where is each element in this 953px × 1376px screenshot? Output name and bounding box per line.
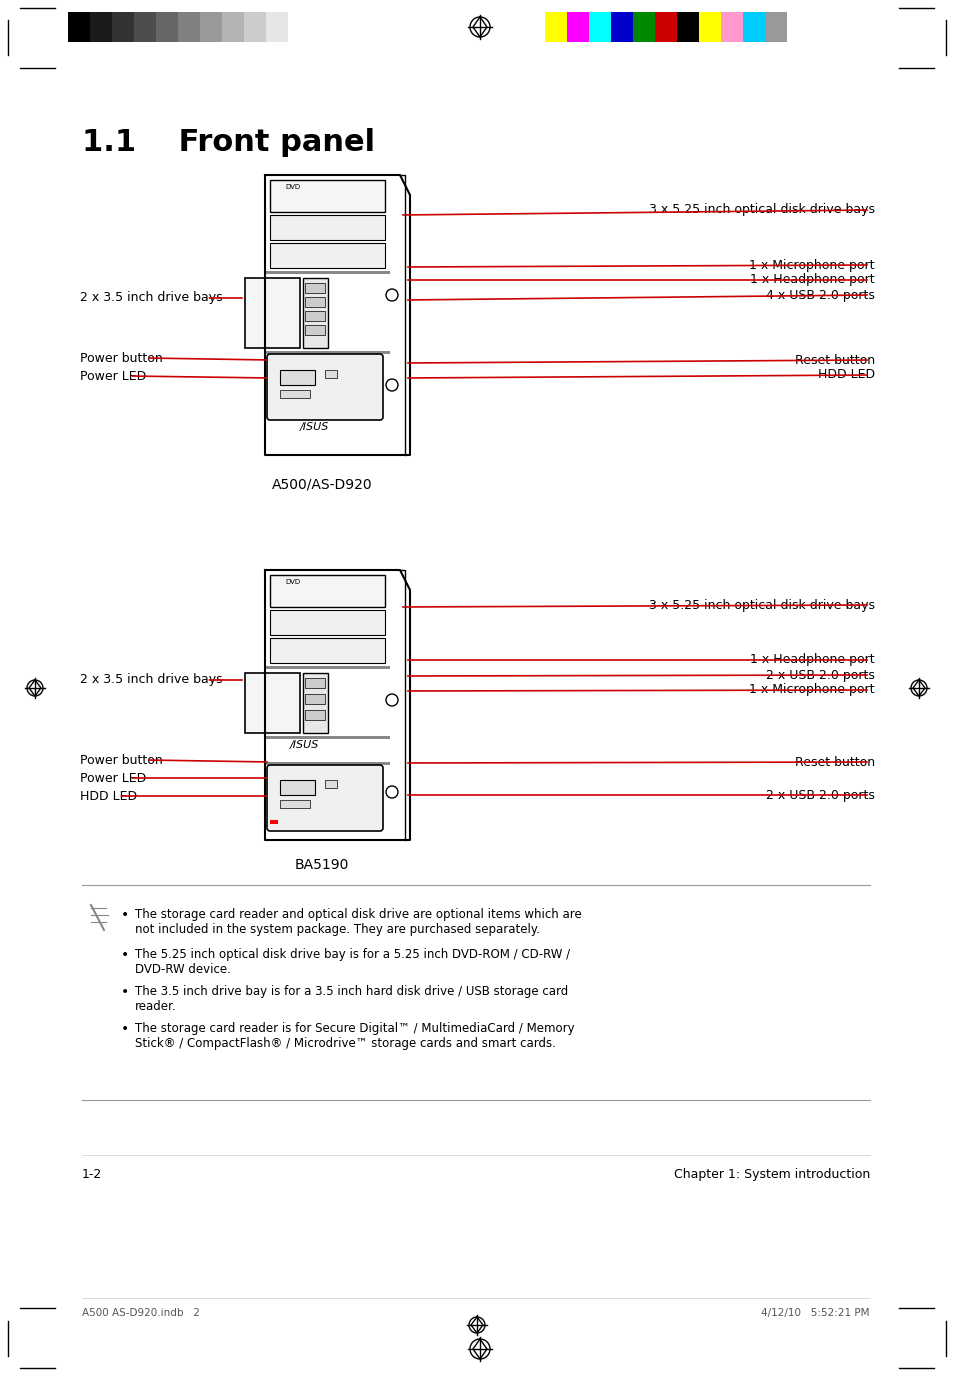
FancyBboxPatch shape (267, 765, 382, 831)
Text: Power LED: Power LED (80, 370, 146, 383)
Bar (68, 12, 90, 43)
Text: Power button: Power button (80, 351, 163, 365)
Bar (544, 12, 566, 43)
Bar (764, 12, 786, 43)
Bar (305, 283, 325, 293)
Text: DVD: DVD (285, 184, 300, 190)
Bar (325, 370, 336, 378)
Text: The 3.5 inch drive bay is for a 3.5 inch hard disk drive / USB storage card
read: The 3.5 inch drive bay is for a 3.5 inch… (135, 985, 568, 1013)
Text: Reset button: Reset button (794, 354, 874, 366)
Bar (288, 12, 310, 43)
Text: The storage card reader is for Secure Digital™ / MultimediaCard / Memory
Stick® : The storage card reader is for Secure Di… (135, 1022, 574, 1050)
Bar (280, 799, 310, 808)
Text: Power LED: Power LED (80, 772, 146, 784)
Bar (280, 370, 314, 385)
Text: /ISUS: /ISUS (290, 740, 319, 750)
Bar (200, 12, 222, 43)
Text: The storage card reader and optical disk drive are optional items which are
not : The storage card reader and optical disk… (135, 908, 581, 936)
Bar (90, 12, 112, 43)
Bar (270, 215, 385, 239)
Text: Chapter 1: System introduction: Chapter 1: System introduction (673, 1168, 869, 1181)
Bar (305, 678, 325, 688)
Bar (566, 12, 588, 43)
Text: 2 x USB 2.0 ports: 2 x USB 2.0 ports (765, 788, 874, 801)
Bar (742, 12, 764, 43)
Text: 2 x USB 2.0 ports: 2 x USB 2.0 ports (765, 669, 874, 681)
Bar (303, 673, 328, 733)
Bar (305, 710, 325, 720)
Text: 4/12/10   5:52:21 PM: 4/12/10 5:52:21 PM (760, 1309, 869, 1318)
Bar (280, 780, 314, 795)
Text: HDD LED: HDD LED (817, 369, 874, 381)
Text: A500/AS-D920: A500/AS-D920 (272, 477, 372, 493)
Text: 1 x Microphone port: 1 x Microphone port (749, 684, 874, 696)
Text: 3 x 5.25 inch optical disk drive bays: 3 x 5.25 inch optical disk drive bays (648, 204, 874, 216)
Bar (720, 12, 742, 43)
Bar (588, 12, 610, 43)
Text: •: • (121, 985, 129, 999)
Bar (280, 389, 310, 398)
Text: 1 x Headphone port: 1 x Headphone port (750, 274, 874, 286)
Text: •: • (121, 948, 129, 962)
Text: DVD: DVD (285, 579, 300, 585)
Bar (270, 610, 385, 634)
Bar (112, 12, 133, 43)
Text: BA5190: BA5190 (294, 859, 349, 872)
Text: The 5.25 inch optical disk drive bay is for a 5.25 inch DVD-ROM / CD-RW /
DVD-RW: The 5.25 inch optical disk drive bay is … (135, 948, 570, 976)
Bar (265, 351, 390, 354)
Bar (265, 736, 390, 739)
FancyBboxPatch shape (267, 354, 382, 420)
Bar (133, 12, 156, 43)
Text: 3 x 5.25 inch optical disk drive bays: 3 x 5.25 inch optical disk drive bays (648, 599, 874, 611)
Text: HDD LED: HDD LED (80, 790, 137, 802)
Bar (245, 278, 299, 348)
Text: Power button: Power button (80, 754, 163, 766)
Bar (305, 297, 325, 307)
Text: 4 x USB 2.0 ports: 4 x USB 2.0 ports (765, 289, 874, 301)
Text: 1-2: 1-2 (82, 1168, 102, 1181)
Bar (270, 575, 385, 607)
Bar (633, 12, 655, 43)
Bar (305, 694, 325, 705)
Bar (265, 762, 390, 765)
Text: 1 x Headphone port: 1 x Headphone port (750, 654, 874, 666)
Text: A500 AS-D920.indb   2: A500 AS-D920.indb 2 (82, 1309, 200, 1318)
Bar (655, 12, 677, 43)
Bar (270, 638, 385, 663)
Bar (265, 271, 390, 274)
Bar (305, 325, 325, 334)
Bar (610, 12, 633, 43)
Bar (699, 12, 720, 43)
Text: 2 x 3.5 inch drive bays: 2 x 3.5 inch drive bays (80, 673, 222, 687)
Bar (265, 666, 390, 669)
Bar (303, 278, 328, 348)
Bar (305, 311, 325, 321)
Bar (270, 244, 385, 268)
Bar (677, 12, 699, 43)
Bar (222, 12, 244, 43)
Bar (270, 820, 277, 824)
Text: •: • (121, 1022, 129, 1036)
Bar (244, 12, 266, 43)
Bar (325, 780, 336, 788)
Bar (270, 180, 385, 212)
Bar (178, 12, 200, 43)
Text: 2 x 3.5 inch drive bays: 2 x 3.5 inch drive bays (80, 292, 222, 304)
Bar (245, 673, 299, 733)
Text: 1.1    Front panel: 1.1 Front panel (82, 128, 375, 157)
Text: •: • (121, 908, 129, 922)
Bar (266, 12, 288, 43)
Text: /ISUS: /ISUS (299, 422, 329, 432)
Bar (156, 12, 178, 43)
Text: Reset button: Reset button (794, 755, 874, 769)
Text: 1 x Microphone port: 1 x Microphone port (749, 259, 874, 271)
